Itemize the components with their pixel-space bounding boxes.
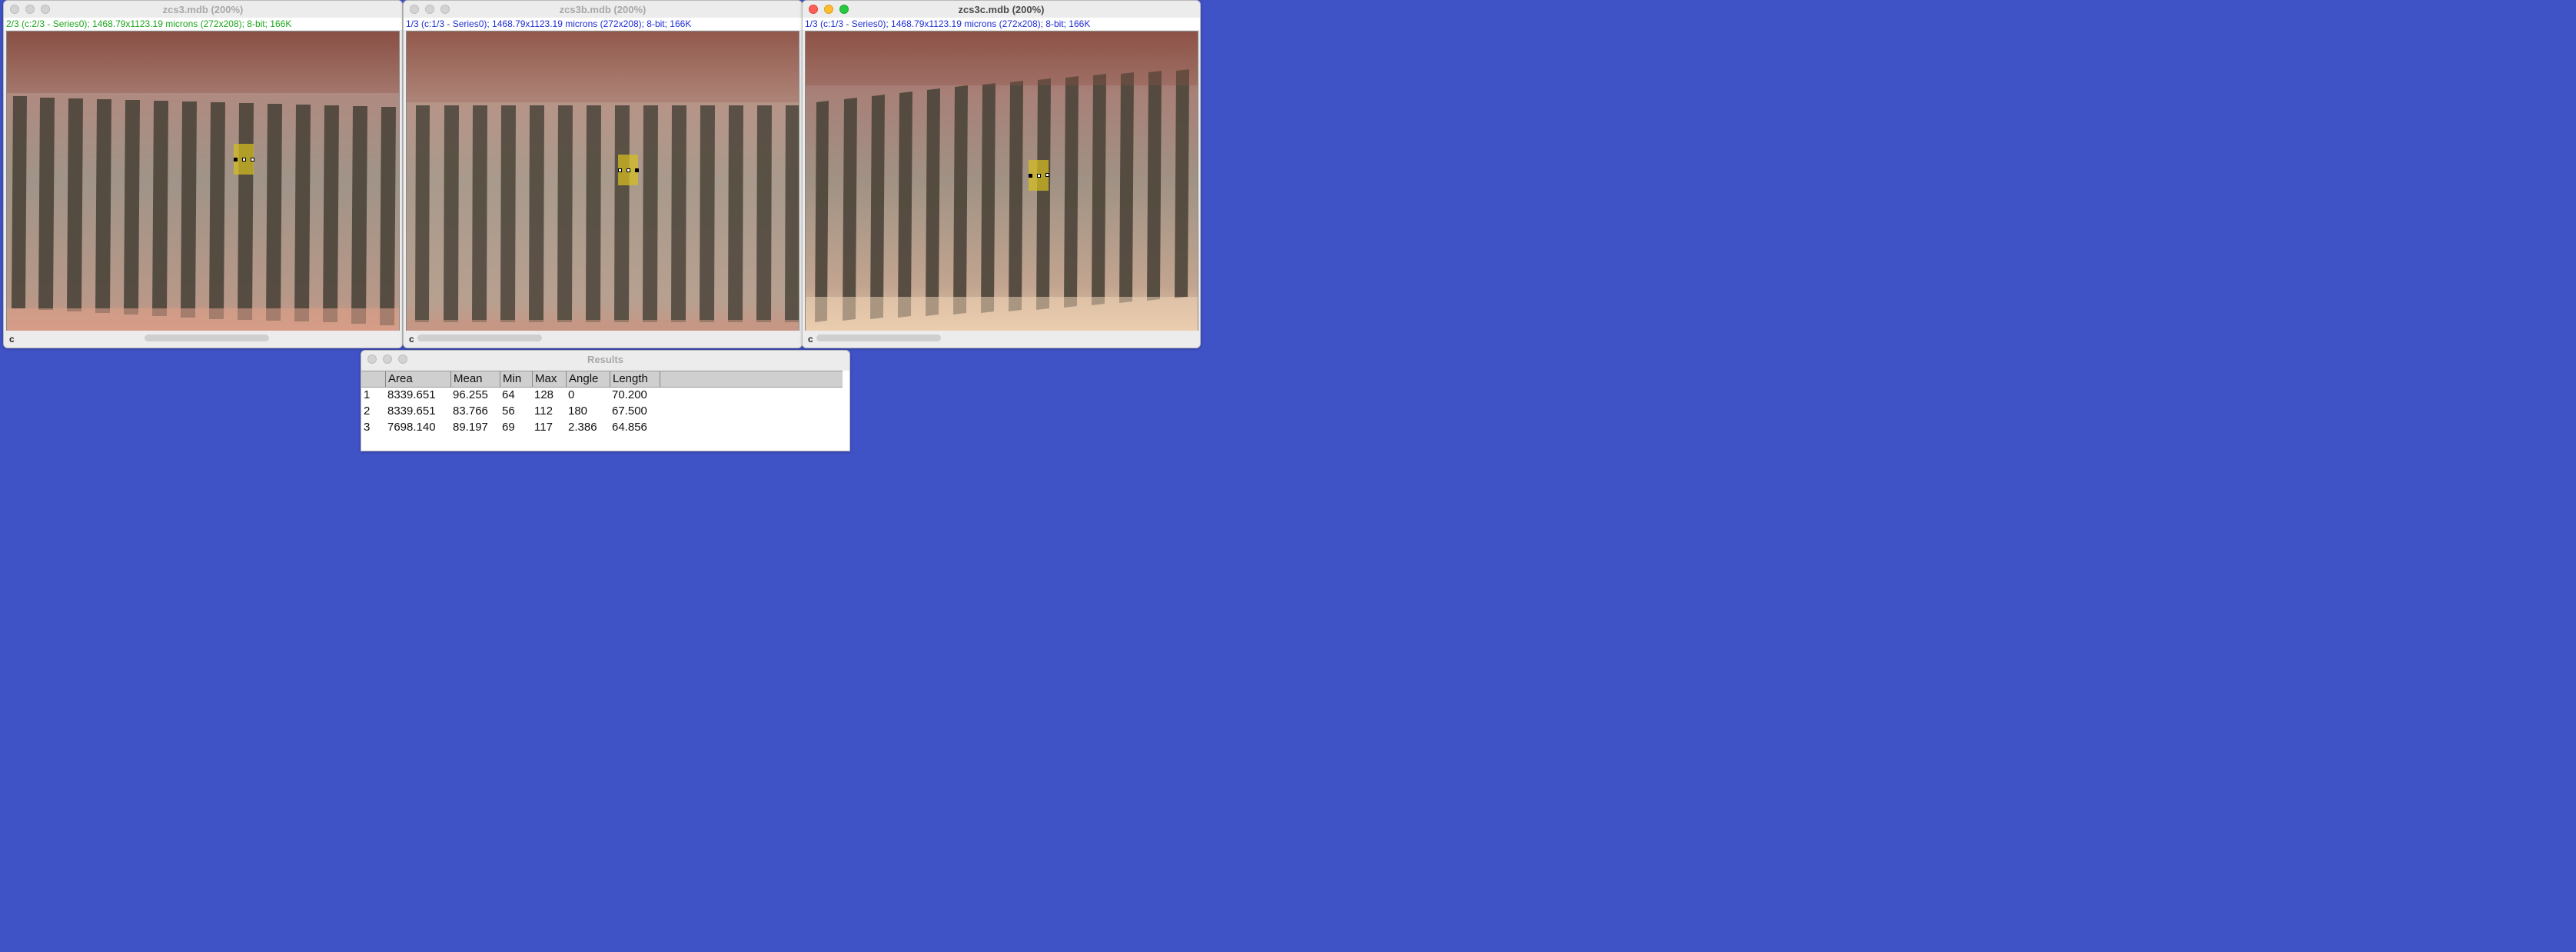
- table-row[interactable]: 2 8339.651 83.766 56 112 180 67.500: [361, 404, 843, 419]
- cell-mean: 83.766: [453, 404, 488, 418]
- row-index: 2: [364, 404, 371, 418]
- channel-bar: c: [803, 331, 1200, 348]
- horizontal-scrollbar[interactable]: [816, 335, 941, 341]
- title-bar[interactable]: zcs3c.mdb (200%): [803, 1, 1200, 18]
- table-row[interactable]: 1 8339.651 96.255 64 128 0 70.200: [361, 388, 843, 403]
- image-canvas[interactable]: [6, 31, 400, 332]
- image-canvas[interactable]: [805, 31, 1198, 332]
- minimize-icon[interactable]: [383, 355, 392, 364]
- roi-handle[interactable]: [251, 158, 254, 161]
- column-header-max[interactable]: Max: [532, 371, 566, 387]
- zoom-icon[interactable]: [440, 5, 450, 14]
- cell-area: 7698.140: [387, 421, 436, 434]
- column-header-area[interactable]: Area: [385, 371, 450, 387]
- title-bar[interactable]: zcs3b.mdb (200%): [404, 1, 802, 18]
- row-index: 3: [364, 421, 371, 434]
- close-icon[interactable]: [809, 5, 818, 14]
- column-header[interactable]: [361, 371, 385, 387]
- zoom-icon[interactable]: [398, 355, 407, 364]
- close-icon[interactable]: [410, 5, 419, 14]
- cell-length: 64.856: [612, 421, 647, 434]
- micrograph-image: [806, 32, 1198, 331]
- minimize-icon[interactable]: [824, 5, 833, 14]
- table-header: Area Mean Min Max Angle Length: [361, 371, 843, 388]
- column-header-angle[interactable]: Angle: [566, 371, 610, 387]
- zoom-icon[interactable]: [839, 5, 849, 14]
- window-controls: [410, 5, 450, 14]
- cell-angle: 0: [568, 388, 575, 401]
- cell-max: 112: [534, 404, 553, 418]
- title-bar[interactable]: Results: [361, 351, 849, 368]
- window-title: Results: [587, 354, 623, 365]
- column-header-length[interactable]: Length: [610, 371, 660, 387]
- roi-handle[interactable]: [635, 168, 639, 172]
- cell-min: 69: [502, 421, 515, 434]
- horizontal-scrollbar[interactable]: [417, 335, 542, 341]
- window-controls: [809, 5, 849, 14]
- window-controls: [10, 5, 50, 14]
- roi-handle[interactable]: [1045, 173, 1049, 177]
- image-info: 1/3 (c:1/3 - Series0); 1468.79x1123.19 m…: [404, 18, 802, 30]
- cell-length: 70.200: [612, 388, 647, 401]
- minimize-icon[interactable]: [25, 5, 35, 14]
- column-header-min[interactable]: Min: [500, 371, 532, 387]
- minimize-icon[interactable]: [425, 5, 434, 14]
- cell-mean: 89.197: [453, 421, 488, 434]
- window-title: zcs3c.mdb (200%): [958, 4, 1045, 15]
- image-info: 2/3 (c:2/3 - Series0); 1468.79x1123.19 m…: [4, 18, 402, 30]
- roi-handle[interactable]: [234, 158, 238, 161]
- window-controls: [367, 355, 407, 364]
- title-bar[interactable]: zcs3.mdb (200%): [4, 1, 402, 18]
- results-table: Area Mean Min Max Angle Length 1 8339.65…: [361, 371, 849, 451]
- cell-mean: 96.255: [453, 388, 488, 401]
- cell-area: 8339.651: [387, 388, 436, 401]
- results-window[interactable]: Results Area Mean Min Max Angle Length 1…: [361, 350, 850, 451]
- image-canvas[interactable]: [406, 31, 799, 332]
- image-window-zcs3[interactable]: zcs3.mdb (200%) 2/3 (c:2/3 - Series0); 1…: [3, 0, 403, 348]
- roi-handle[interactable]: [618, 168, 622, 172]
- image-window-zcs3c[interactable]: zcs3c.mdb (200%) 1/3 (c:1/3 - Series0); …: [802, 0, 1201, 348]
- channel-label: c: [808, 334, 813, 345]
- channel-bar: c: [404, 331, 802, 348]
- micrograph-image: [407, 32, 799, 331]
- cell-max: 128: [534, 388, 554, 401]
- horizontal-scrollbar[interactable]: [145, 335, 269, 341]
- cell-angle: 180: [568, 404, 588, 418]
- roi-handle[interactable]: [1029, 174, 1032, 178]
- roi-handle[interactable]: [1037, 174, 1041, 178]
- column-header-mean[interactable]: Mean: [450, 371, 500, 387]
- cell-area: 8339.651: [387, 404, 436, 418]
- roi-handle[interactable]: [242, 158, 246, 161]
- cell-length: 67.500: [612, 404, 647, 418]
- cell-min: 64: [502, 388, 515, 401]
- image-info: 1/3 (c:1/3 - Series0); 1468.79x1123.19 m…: [803, 18, 1200, 30]
- channel-bar: c: [4, 331, 402, 348]
- cell-min: 56: [502, 404, 515, 418]
- close-icon[interactable]: [10, 5, 19, 14]
- channel-label: c: [9, 334, 15, 345]
- window-title: zcs3b.mdb (200%): [559, 4, 646, 15]
- channel-label: c: [409, 334, 414, 345]
- table-row[interactable]: 3 7698.140 89.197 69 117 2.386 64.856: [361, 420, 843, 435]
- close-icon[interactable]: [367, 355, 377, 364]
- zoom-icon[interactable]: [41, 5, 50, 14]
- cell-angle: 2.386: [568, 421, 597, 434]
- window-title: zcs3.mdb (200%): [162, 4, 244, 15]
- roi-handle[interactable]: [627, 168, 630, 172]
- row-index: 1: [364, 388, 371, 401]
- cell-max: 117: [534, 421, 553, 434]
- image-window-zcs3b[interactable]: zcs3b.mdb (200%) 1/3 (c:1/3 - Series0); …: [403, 0, 803, 348]
- micrograph-image: [7, 32, 399, 331]
